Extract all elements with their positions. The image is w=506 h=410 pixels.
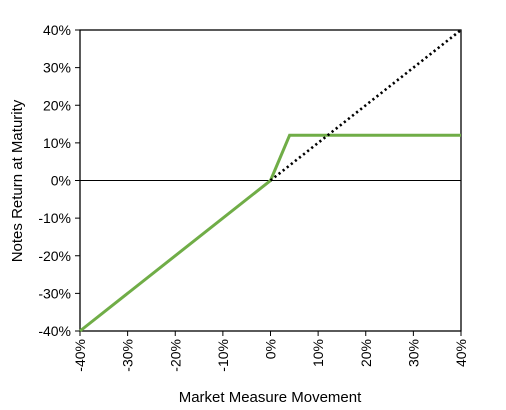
x-tick-label: 30% [405,339,421,367]
x-tick-label: -30% [120,339,136,372]
y-tick-label: -40% [38,323,71,339]
y-tick-label: 20% [43,97,71,113]
y-tick-label: 10% [43,135,71,151]
x-tick-label: -40% [72,339,88,372]
x-tick-label: 10% [310,339,326,367]
y-tick-label: -30% [38,285,71,301]
notes-return-series-line [79,133,461,333]
y-tick-label: 30% [43,60,71,76]
y-axis-title: Notes Return at Maturity [9,99,26,262]
y-tick-label: -20% [38,248,71,264]
y-tick-label: 0% [51,173,71,189]
y-tick-label: 40% [43,22,71,38]
x-axis-title: Market Measure Movement [179,389,362,406]
x-tick-label: 0% [263,339,279,359]
x-tick-label: 20% [358,339,374,367]
y-tick-label: -10% [38,210,71,226]
reference-series-line [269,28,462,182]
x-tick-label: -10% [215,339,231,372]
x-tick-label: -20% [167,339,183,372]
x-tick-label: 40% [453,339,469,367]
